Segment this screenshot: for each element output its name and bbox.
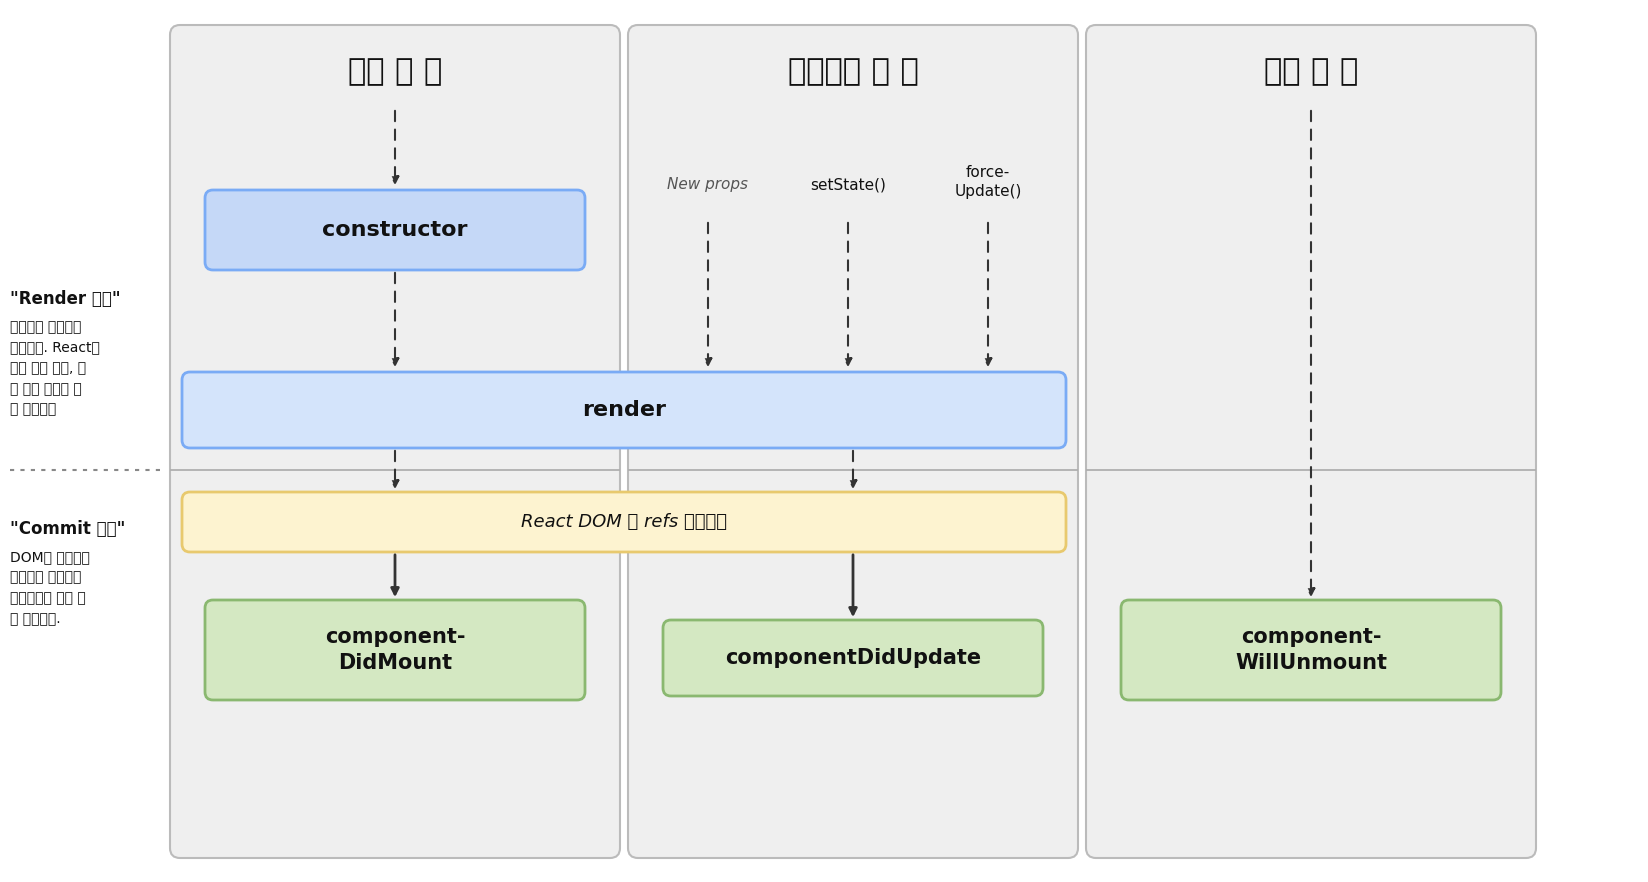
FancyBboxPatch shape xyxy=(662,620,1043,696)
Text: force-
Update(): force- Update() xyxy=(954,165,1022,198)
Text: componentDidUpdate: componentDidUpdate xyxy=(725,648,981,668)
Text: 순수하고 부작용이
없습니다. React에
의해 일시 중지, 중
단 또는 재시작 될
수 있습니다: 순수하고 부작용이 없습니다. React에 의해 일시 중지, 중 단 또는 … xyxy=(10,320,101,416)
FancyBboxPatch shape xyxy=(628,25,1078,858)
Text: 생성 될 때: 생성 될 때 xyxy=(348,57,442,86)
Text: 업데이트 할 때: 업데이트 할 때 xyxy=(788,57,918,86)
Text: React DOM 및 refs 업데이트: React DOM 및 refs 업데이트 xyxy=(521,513,727,531)
FancyBboxPatch shape xyxy=(181,372,1066,448)
FancyBboxPatch shape xyxy=(204,600,585,700)
FancyBboxPatch shape xyxy=(1121,600,1501,700)
Text: component-
WillUnmount: component- WillUnmount xyxy=(1234,627,1388,673)
FancyBboxPatch shape xyxy=(170,25,620,858)
FancyBboxPatch shape xyxy=(204,190,585,270)
Text: "Render 단계": "Render 단계" xyxy=(10,290,120,308)
Text: render: render xyxy=(582,400,666,420)
Text: DOM을 사용하여
부작용을 실행하고
업데이트를 예약 할
수 있습니다.: DOM을 사용하여 부작용을 실행하고 업데이트를 예약 할 수 있습니다. xyxy=(10,550,91,626)
Text: New props: New props xyxy=(667,177,748,192)
Text: component-
DidMount: component- DidMount xyxy=(325,627,465,673)
Text: "Commit 단계": "Commit 단계" xyxy=(10,520,125,538)
FancyBboxPatch shape xyxy=(1086,25,1536,858)
FancyBboxPatch shape xyxy=(181,492,1066,552)
Text: constructor: constructor xyxy=(323,220,468,240)
Text: 제거 할 때: 제거 할 때 xyxy=(1264,57,1358,86)
Text: setState(): setState() xyxy=(811,177,887,192)
